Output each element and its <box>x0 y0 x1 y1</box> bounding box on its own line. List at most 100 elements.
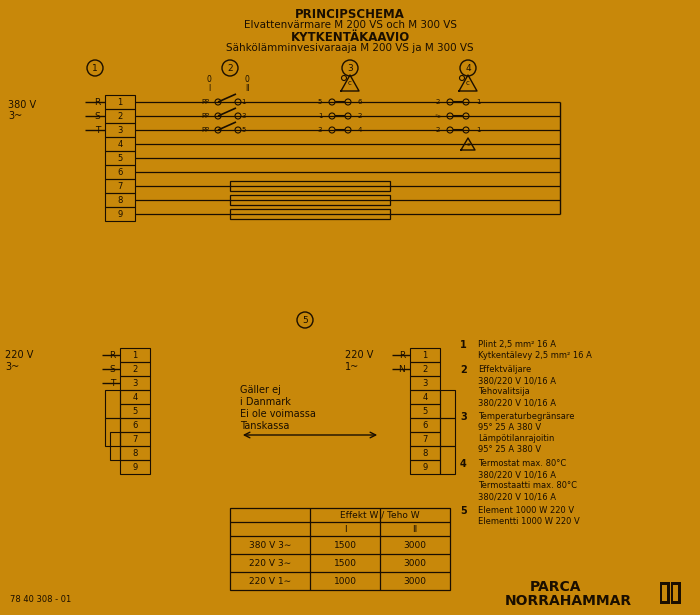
Text: 4: 4 <box>460 459 467 469</box>
Bar <box>410 418 440 432</box>
Bar <box>120 362 150 376</box>
Text: Lämpötilanrajoitin: Lämpötilanrajoitin <box>478 434 554 443</box>
Text: 6: 6 <box>422 421 428 429</box>
Text: 1: 1 <box>476 127 480 133</box>
Text: Tehovalitsija: Tehovalitsija <box>478 387 530 396</box>
Text: KYTKENTÄKAAVIO: KYTKENTÄKAAVIO <box>290 31 410 44</box>
Text: 5: 5 <box>318 99 322 105</box>
Text: 4: 4 <box>358 127 362 133</box>
Text: 8: 8 <box>118 196 122 205</box>
Text: Effekt W / Teho W: Effekt W / Teho W <box>340 510 420 520</box>
Text: 380/220 V 10/16 A: 380/220 V 10/16 A <box>478 492 556 501</box>
Text: Temperaturbegränsare: Temperaturbegränsare <box>478 412 575 421</box>
Text: 2: 2 <box>358 113 362 119</box>
Bar <box>120 460 150 474</box>
Text: II: II <box>412 525 418 533</box>
Text: 220 V: 220 V <box>5 350 34 360</box>
Text: c: c <box>348 80 352 86</box>
Text: Termostat max. 80°C: Termostat max. 80°C <box>478 459 566 468</box>
Bar <box>105 418 120 446</box>
Bar <box>110 432 120 460</box>
Text: 2: 2 <box>228 63 233 73</box>
Text: 2: 2 <box>436 99 440 105</box>
Bar <box>120 390 150 404</box>
Text: N: N <box>398 365 405 373</box>
Text: NORRAHAMMAR: NORRAHAMMAR <box>505 594 632 608</box>
Text: 380 V: 380 V <box>8 100 36 110</box>
Text: 5: 5 <box>302 315 308 325</box>
Bar <box>120 432 150 446</box>
Text: 3: 3 <box>118 125 122 135</box>
Bar <box>410 390 440 404</box>
Bar <box>105 151 135 165</box>
Text: Element 1000 W 220 V: Element 1000 W 220 V <box>478 506 574 515</box>
Bar <box>671 582 681 604</box>
Text: Termostaatti max. 80°C: Termostaatti max. 80°C <box>478 481 577 490</box>
Text: P: P <box>204 113 208 119</box>
Text: 380/220 V 10/16 A: 380/220 V 10/16 A <box>478 398 556 407</box>
Text: 2: 2 <box>422 365 428 373</box>
Text: P: P <box>202 99 206 105</box>
Bar <box>105 165 135 179</box>
Bar <box>660 582 670 604</box>
Text: 0: 0 <box>206 74 211 84</box>
Text: 220 V: 220 V <box>345 350 373 360</box>
Bar <box>410 348 440 362</box>
Text: P: P <box>202 127 206 133</box>
Bar <box>230 195 390 205</box>
Text: Elementti 1000 W 220 V: Elementti 1000 W 220 V <box>478 517 580 526</box>
Text: c: c <box>466 141 470 146</box>
Text: 4: 4 <box>118 140 122 148</box>
Text: 6: 6 <box>132 421 138 429</box>
Text: I: I <box>344 525 346 533</box>
Text: 9: 9 <box>118 210 122 218</box>
Text: 3000: 3000 <box>403 541 426 549</box>
Text: Kytkentälevy 2,5 mm² 16 A: Kytkentälevy 2,5 mm² 16 A <box>478 351 592 360</box>
Text: °c: °c <box>435 114 441 119</box>
Text: 8: 8 <box>132 448 138 458</box>
Text: 5: 5 <box>241 127 246 133</box>
Bar <box>120 348 150 362</box>
Text: 95° 25 A 380 V: 95° 25 A 380 V <box>478 423 541 432</box>
Text: i Danmark: i Danmark <box>240 397 291 407</box>
Text: 95° 25 A 380 V: 95° 25 A 380 V <box>478 445 541 454</box>
Text: T: T <box>94 125 100 135</box>
Text: 2: 2 <box>132 365 138 373</box>
Text: 5: 5 <box>460 506 467 516</box>
Text: 5: 5 <box>132 407 138 416</box>
Bar <box>105 95 135 109</box>
Text: 1: 1 <box>318 113 322 119</box>
Bar <box>662 585 667 601</box>
Text: 3000: 3000 <box>403 558 426 568</box>
Bar <box>120 376 150 390</box>
Text: 3: 3 <box>347 63 353 73</box>
Text: 1000: 1000 <box>333 576 356 585</box>
Text: 78 40 308 - 01: 78 40 308 - 01 <box>10 595 71 605</box>
Text: 1: 1 <box>92 63 98 73</box>
Text: 6: 6 <box>358 99 363 105</box>
Bar <box>440 446 455 474</box>
Bar <box>410 446 440 460</box>
Bar <box>105 137 135 151</box>
Text: PRINCIPSCHEMA: PRINCIPSCHEMA <box>295 8 405 21</box>
Text: 1500: 1500 <box>333 541 356 549</box>
Text: S: S <box>109 365 115 373</box>
Text: PARCA: PARCA <box>530 580 582 594</box>
Text: 1: 1 <box>460 340 467 350</box>
Bar <box>410 432 440 446</box>
Text: 5: 5 <box>118 154 122 162</box>
Text: 3~: 3~ <box>8 111 22 121</box>
Text: R: R <box>94 98 100 106</box>
Bar <box>105 193 135 207</box>
Text: 4: 4 <box>466 63 471 73</box>
Bar <box>673 585 678 601</box>
Text: 2: 2 <box>460 365 467 375</box>
Text: 6: 6 <box>118 167 122 177</box>
Text: 220 V 3∼: 220 V 3∼ <box>249 558 291 568</box>
Text: 7: 7 <box>422 435 428 443</box>
Bar <box>440 390 455 418</box>
Text: 1500: 1500 <box>333 558 356 568</box>
Text: 3: 3 <box>318 127 322 133</box>
Text: II: II <box>245 84 249 92</box>
Text: 9: 9 <box>422 462 428 472</box>
